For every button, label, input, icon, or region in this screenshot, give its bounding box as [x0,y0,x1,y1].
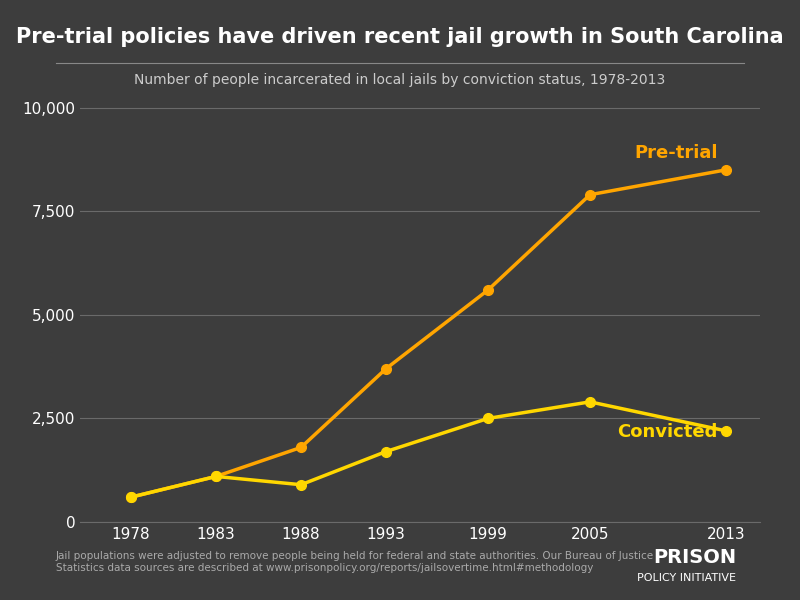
Text: Number of people incarcerated in local jails by conviction status, 1978-2013: Number of people incarcerated in local j… [134,73,666,87]
Text: Jail populations were adjusted to remove people being held for federal and state: Jail populations were adjusted to remove… [56,551,654,573]
Text: POLICY INITIATIVE: POLICY INITIATIVE [637,573,736,583]
Text: PRISON: PRISON [653,548,736,567]
Text: Convicted: Convicted [617,424,718,442]
Text: Pre-trial: Pre-trial [634,143,718,161]
Text: Pre-trial policies have driven recent jail growth in South Carolina: Pre-trial policies have driven recent ja… [16,27,784,47]
